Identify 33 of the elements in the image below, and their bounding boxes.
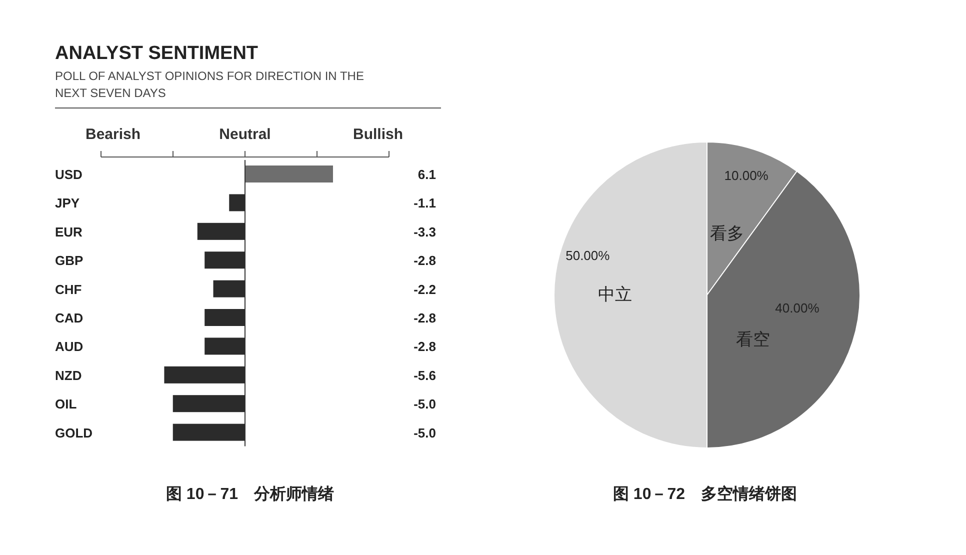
data-label: -5.0: [414, 425, 436, 440]
data-label: -1.1: [414, 196, 436, 211]
data-label: -3.3: [414, 224, 436, 240]
data-label: -5.0: [414, 396, 436, 412]
y-tick-label: NZD: [55, 368, 82, 383]
y-tick-label: CHF: [55, 282, 82, 297]
slice-label: 看空: [736, 330, 770, 349]
text: Bullish: [352, 126, 404, 143]
slice-label: 看多: [710, 224, 744, 243]
y-tick-label: CAD: [55, 310, 84, 326]
data-label: -2.8: [414, 310, 436, 326]
chart-title: ANALYST SENTIMENT: [55, 43, 258, 64]
y-tick-label: JPY: [55, 196, 80, 211]
data-label: -5.6: [414, 368, 436, 383]
caption: 图 10－71 分析师情绪: [166, 485, 334, 503]
data-label: -2.8: [414, 339, 436, 354]
y-tick-label: AUD: [55, 339, 84, 354]
text: Neutral: [219, 126, 271, 143]
slice-label: 中立: [598, 285, 632, 304]
data-label: 10.00%: [724, 168, 769, 183]
chart-subtitle: POLL OF ANALYST OPINIONS FOR DIRECTION IN THE NEXT SEVEN DAYS: [55, 69, 364, 100]
data-label: 6.1: [418, 167, 436, 182]
y-tick-label: EUR: [55, 224, 84, 240]
y-tick-label: GBP: [55, 253, 84, 268]
data-label: -2.2: [414, 282, 436, 297]
y-tick-label: OIL: [55, 396, 77, 412]
y-tick-label: USD: [55, 167, 82, 182]
text: Bearish: [85, 126, 141, 143]
y-tick-label: GOLD: [55, 425, 93, 440]
data-label: 50.00%: [566, 248, 610, 263]
data-label: -2.8: [414, 253, 436, 268]
data-label: 40.00%: [775, 300, 820, 316]
caption: 图 10－72 多空情绪饼图: [612, 485, 798, 503]
